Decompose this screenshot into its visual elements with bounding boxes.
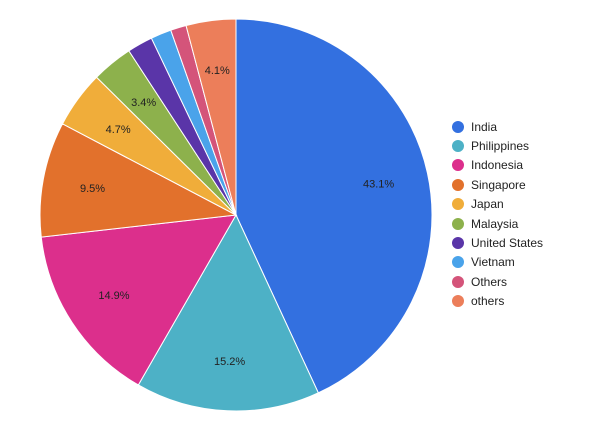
legend-item-india-0: India (452, 117, 543, 136)
pie-data-label-others-9: 4.1% (205, 65, 230, 77)
pie-slice-india-0 (235, 18, 433, 394)
legend-swatch-icon (452, 140, 464, 153)
legend-label: others (471, 294, 505, 309)
pie-data-label-singapore-3: 9.5% (80, 183, 105, 195)
legend-label: Philippines (471, 139, 530, 154)
pie-data-label-philippines-1: 15.2% (214, 356, 245, 368)
legend-item-others-9: others (452, 292, 543, 311)
pie-slice-singapore-3 (39, 123, 238, 238)
legend-swatch-icon (452, 275, 464, 288)
legend-item-japan-4: Japan (452, 195, 543, 214)
pie-data-label-malaysia-5: 3.4% (131, 97, 156, 109)
legend-item-malaysia-5: Malaysia (452, 214, 543, 233)
legend-label: Indonesia (471, 158, 524, 173)
legend-swatch-icon (452, 217, 464, 230)
legend-swatch-icon (452, 295, 464, 308)
legend-swatch-icon (452, 159, 464, 172)
legend-item-philippines-1: Philippines (452, 136, 543, 155)
legend-swatch-icon (452, 178, 464, 191)
legend-swatch-icon (452, 198, 464, 211)
pie-data-label-japan-4: 4.7% (106, 124, 131, 136)
legend-item-vietnam-7: Vietnam (452, 253, 543, 272)
legend-item-others-8: Others (452, 272, 543, 291)
legend-label: United States (471, 236, 544, 251)
legend-item-united-states-6: United States (452, 233, 543, 252)
pie-data-label-india-0: 43.1% (363, 179, 394, 191)
legend-item-indonesia-2: Indonesia (452, 156, 543, 175)
pie-data-label-indonesia-2: 14.9% (98, 290, 129, 302)
legend-item-singapore-3: Singapore (452, 175, 543, 194)
legend-label: India (471, 119, 498, 134)
legend-label: Japan (471, 197, 504, 212)
legend: India Philippines Indonesia Singapore Japan M… (452, 117, 543, 311)
legend-swatch-icon (452, 237, 464, 250)
legend-label: Singapore (471, 177, 526, 192)
pie-slice-others-9 (185, 18, 237, 216)
legend-label: Others (471, 274, 508, 289)
pie-slice-philippines-1 (137, 213, 320, 412)
legend-label: Vietnam (471, 255, 515, 270)
legend-label: Malaysia (471, 216, 519, 231)
legend-swatch-icon (452, 120, 464, 133)
pie-slice-indonesia-2 (40, 214, 237, 386)
legend-swatch-icon (452, 256, 464, 269)
